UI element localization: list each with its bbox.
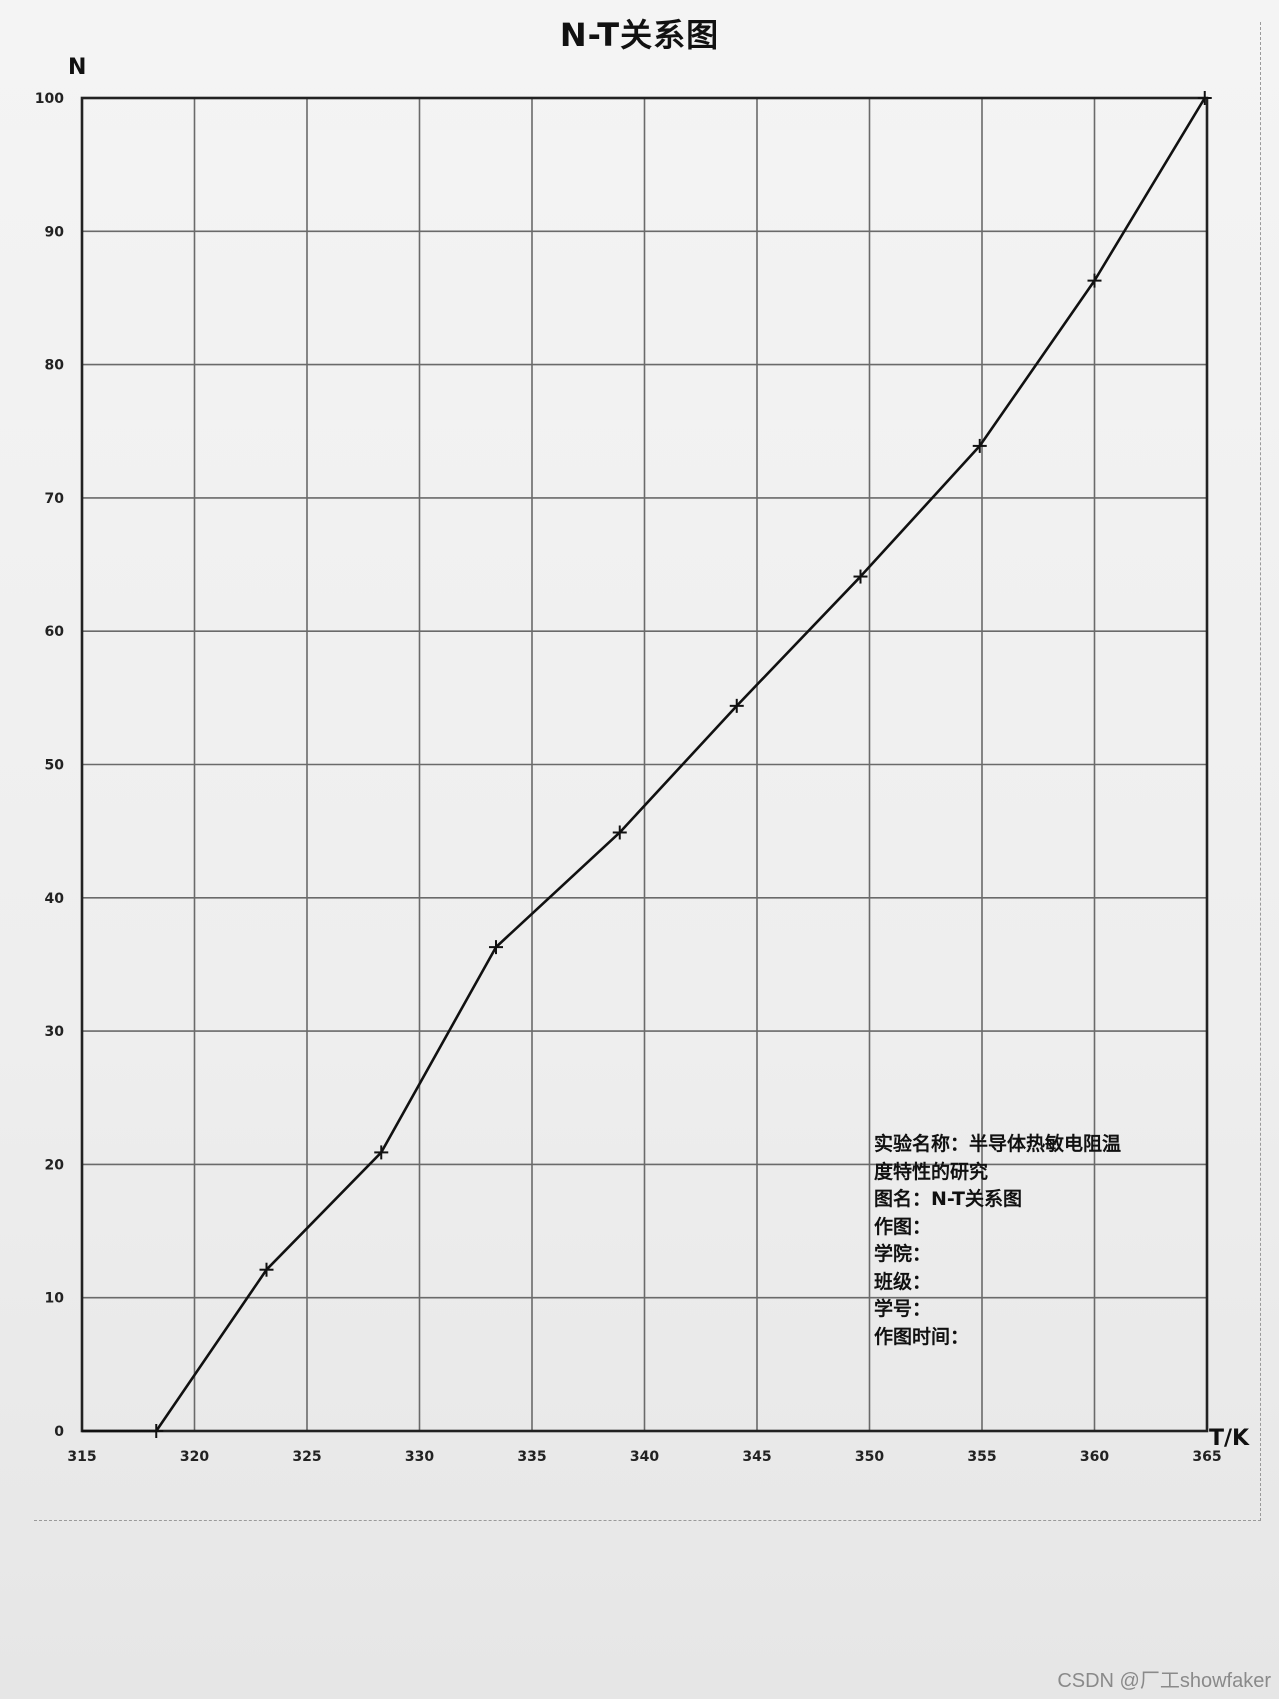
info-student-id: 学号： [874, 1298, 932, 1320]
data-point-7 [972, 438, 987, 453]
x-tick-label-340: 340 [630, 1449, 659, 1465]
info-experiment-cont: 度特性的研究 [874, 1160, 989, 1183]
y-tick-label-40: 40 [45, 891, 65, 907]
data-point-6 [853, 569, 868, 584]
plot-border [80, 96, 1209, 1433]
info-figure-name: 图名：N-T关系图 [874, 1188, 1022, 1210]
x-tick-label-350: 350 [855, 1449, 884, 1465]
y-tick-label-70: 70 [45, 491, 65, 507]
y-tick-label-20: 20 [45, 1157, 65, 1173]
info-author: 作图： [874, 1215, 932, 1238]
x-tick-label-345: 345 [742, 1449, 771, 1465]
x-tick-label-335: 335 [517, 1449, 546, 1465]
y-tick-label-60: 60 [45, 624, 65, 640]
info-class: 班级： [874, 1270, 932, 1293]
data-point-1 [259, 1262, 274, 1277]
y-axis-label: N [68, 55, 86, 80]
plot-frame [80, 96, 1209, 1433]
data-point-4 [612, 825, 627, 840]
data-point-3 [489, 940, 503, 955]
y-tick-label-100: 100 [35, 91, 64, 107]
info-experiment: 实验名称：半导体热敏电阻温 [874, 1133, 1122, 1155]
x-tick-label-320: 320 [180, 1449, 209, 1465]
x-tick-label-365: 365 [1192, 1449, 1221, 1465]
data-markers [149, 91, 1212, 1438]
y-tick-label-80: 80 [45, 358, 65, 374]
x-tick-label-325: 325 [292, 1449, 321, 1465]
tick-labels: 315 320 325 330 335 340 345 350 355 360 365 0 10 20 30… [35, 91, 1222, 1465]
data-point-8 [1087, 273, 1102, 288]
y-tick-label-90: 90 [45, 224, 65, 240]
x-tick-label-315: 315 [67, 1449, 96, 1465]
info-date: 作图时间： [874, 1325, 970, 1348]
x-tick-label-330: 330 [405, 1449, 434, 1465]
chart-grid [82, 98, 1207, 1431]
x-tick-label-355: 355 [967, 1449, 996, 1465]
chart-title: N-T关系图 [559, 16, 720, 54]
data-point-0 [149, 1424, 164, 1438]
y-tick-label-10: 10 [45, 1291, 65, 1307]
data-point-5 [729, 698, 744, 713]
x-tick-label-360: 360 [1080, 1449, 1109, 1465]
y-tick-label-50: 50 [45, 758, 65, 774]
info-box: 实验名称：半导体热敏电阻温 度特性的研究 图名：N-T关系图 作图： 学院： 班… [874, 1131, 1121, 1351]
data-point-2 [374, 1145, 389, 1160]
info-college: 学院： [874, 1243, 932, 1265]
y-tick-label-30: 30 [45, 1024, 65, 1040]
page-frame [34, 22, 1261, 1521]
watermark: CSDN @厂工showfaker [1057, 1670, 1271, 1692]
data-point-9 [1197, 91, 1212, 105]
y-tick-label-0: 0 [54, 1424, 64, 1440]
x-axis-label: T/K [1209, 1426, 1250, 1451]
